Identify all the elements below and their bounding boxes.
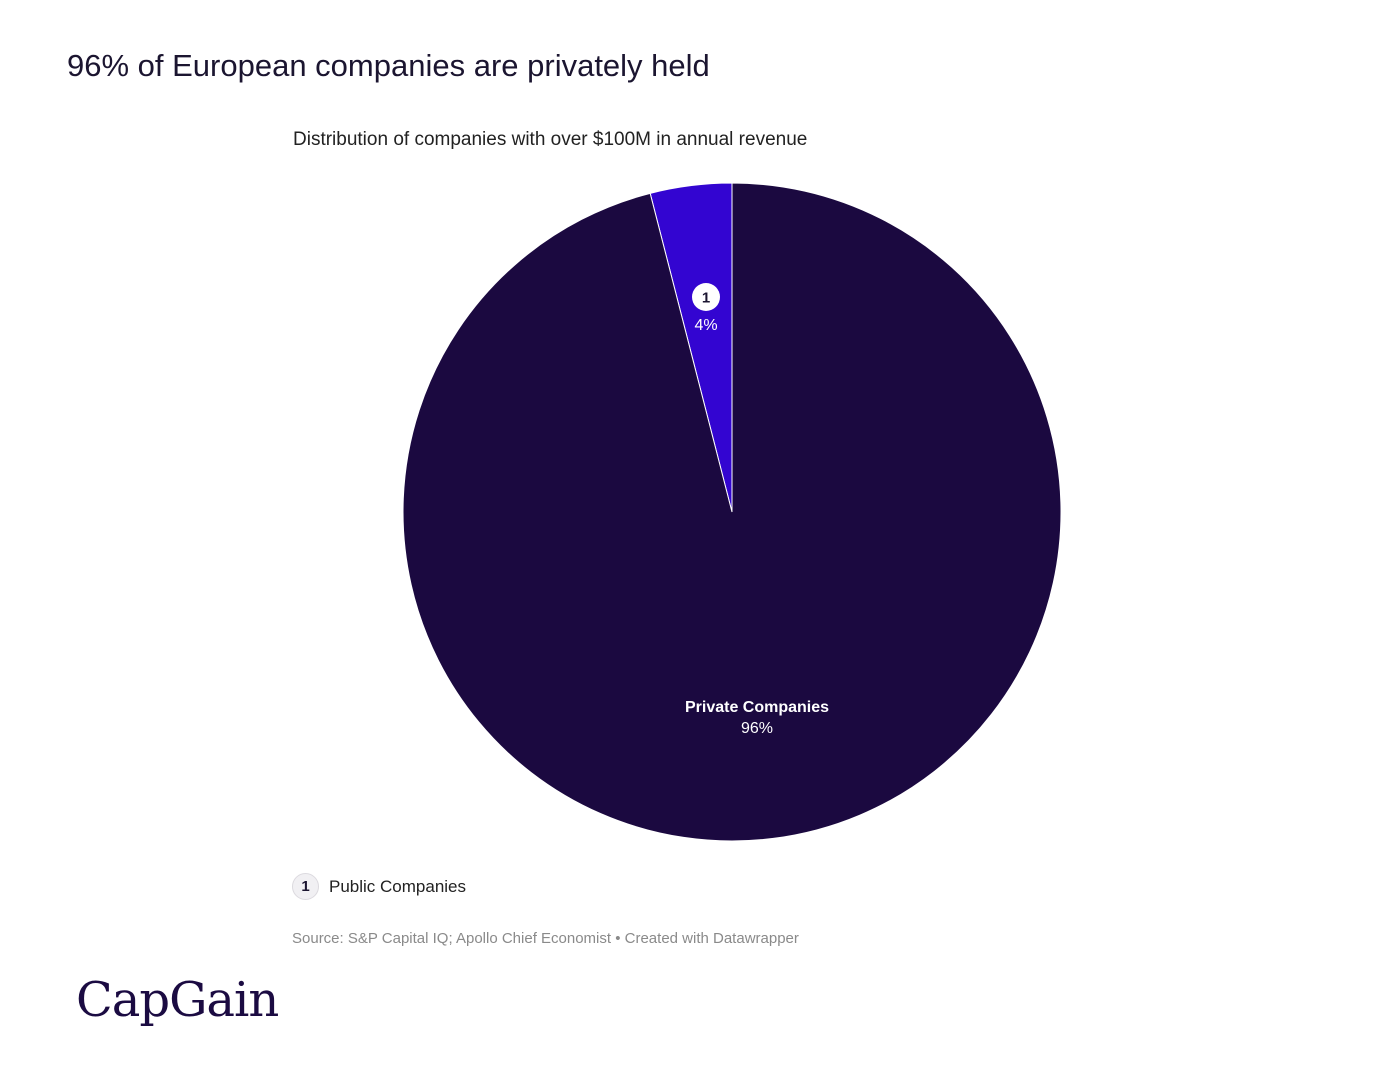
slice-marker-badge [692,283,720,311]
chart-legend: 1 Public Companies [292,873,466,900]
slice-marker-number: 1 [702,290,710,307]
private-slice-name-label: Private Companies [685,699,829,716]
legend-label-public-companies: Public Companies [329,876,467,896]
pie-slice-private-companies[interactable] [402,182,1062,842]
private-slice-value-label: 96% [741,720,773,737]
public-slice-value-label: 4% [694,317,717,334]
chart-subtitle: Distribution of companies with over $100… [293,129,808,150]
legend-marker-badge: 1 [292,873,319,900]
source-note: Source: S&P Capital IQ; Apollo Chief Eco… [292,930,799,947]
chart-title: 96% of European companies are privately … [67,48,710,83]
capgain-logo: CapGain [76,972,279,1028]
